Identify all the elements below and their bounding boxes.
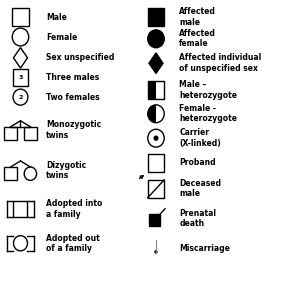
Polygon shape <box>148 8 164 26</box>
Text: Deceased
male: Deceased male <box>179 179 221 199</box>
Text: Miscarriage: Miscarriage <box>179 244 230 253</box>
Text: Carrier
(X-linked): Carrier (X-linked) <box>179 129 221 148</box>
Text: Adopted out
of a family: Adopted out of a family <box>46 234 100 253</box>
Text: Proband: Proband <box>179 158 216 167</box>
Text: Affected
male: Affected male <box>179 7 216 27</box>
Text: Male –
heterozygote: Male – heterozygote <box>179 80 237 100</box>
Text: Female -
heterozygote: Female - heterozygote <box>179 104 237 123</box>
Wedge shape <box>148 105 156 123</box>
Text: Adopted into
a family: Adopted into a family <box>46 199 102 219</box>
Text: Female: Female <box>46 33 77 42</box>
Circle shape <box>155 251 157 253</box>
Polygon shape <box>149 214 160 226</box>
Polygon shape <box>149 53 163 74</box>
Polygon shape <box>148 81 156 99</box>
Text: Sex unspecified: Sex unspecified <box>46 53 114 62</box>
Text: 3: 3 <box>18 75 23 80</box>
Text: 2: 2 <box>18 94 23 100</box>
Text: Dizygotic
twins: Dizygotic twins <box>46 161 86 180</box>
Text: Three males: Three males <box>46 73 99 82</box>
Text: Monozygotic
twins: Monozygotic twins <box>46 120 101 140</box>
Text: Affected individual
of unspecified sex: Affected individual of unspecified sex <box>179 54 262 73</box>
Text: Male: Male <box>46 13 67 22</box>
Circle shape <box>148 30 164 48</box>
Circle shape <box>154 136 158 140</box>
Text: Prenatal
death: Prenatal death <box>179 209 216 228</box>
Text: Two females: Two females <box>46 93 100 102</box>
Text: Affected
female: Affected female <box>179 29 216 48</box>
